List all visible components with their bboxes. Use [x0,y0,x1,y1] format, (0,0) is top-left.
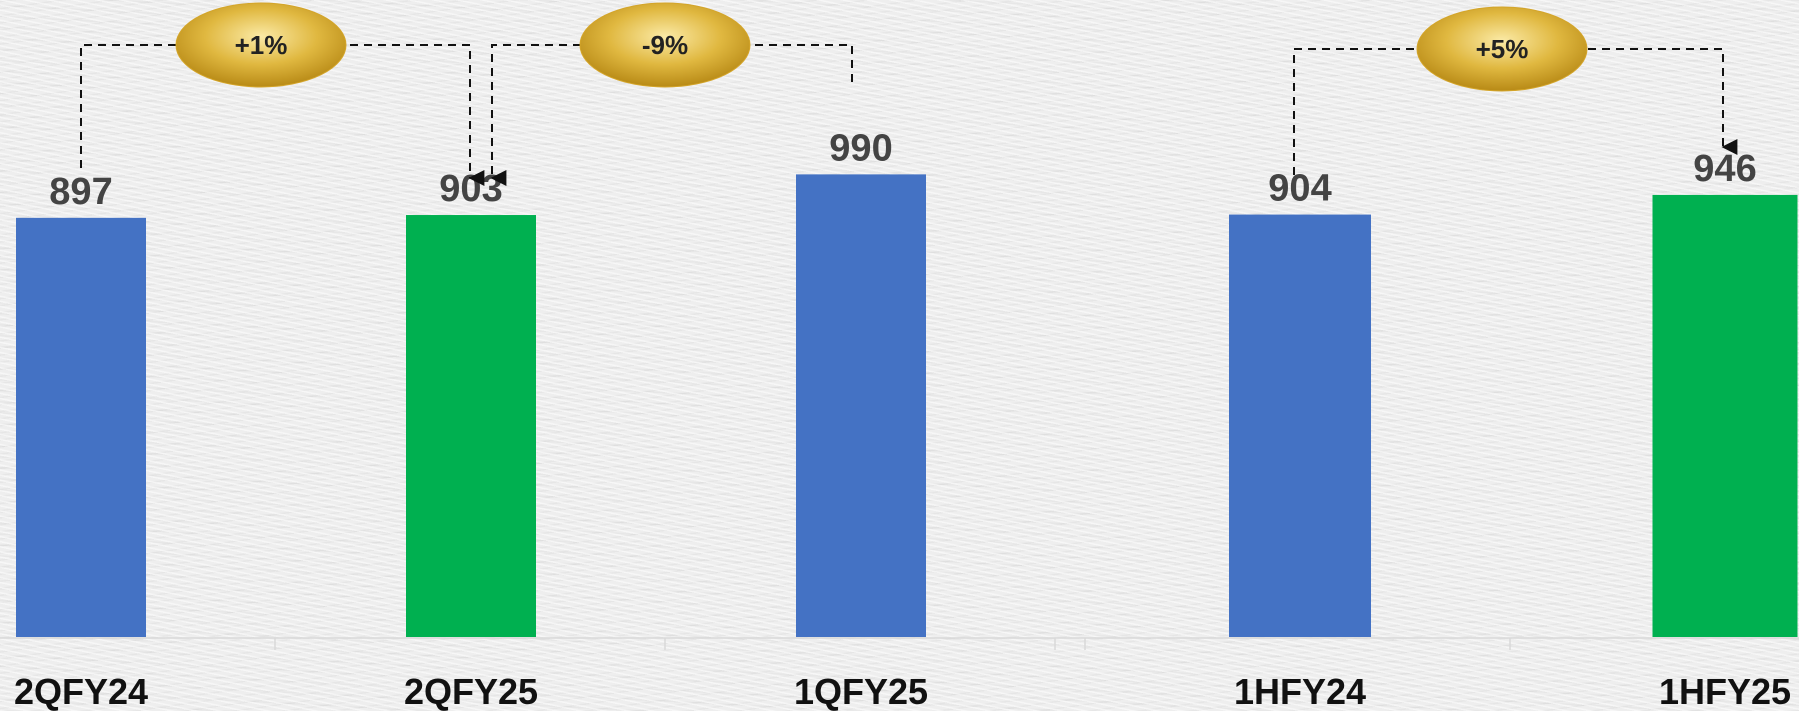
bar-2qfy24 [16,217,146,637]
change-badge [175,2,347,88]
bar-1hfy24 [1229,214,1371,638]
connector-arrow [80,44,485,186]
category-label-1qfy25: 1QFY25 [794,671,928,711]
change-annotation-1hfy24-to-1hfy25: +5% [1293,6,1738,175]
category-label-1hfy24: 1HFY24 [1234,671,1366,711]
change-badge [1416,6,1588,92]
bar-1qfy25 [796,174,926,638]
x-axis-ticks [274,638,1511,650]
category-label-group: 2QFY24 2QFY25 1QFY25 1HFY24 1HFY25 [14,671,1791,711]
change-badge-label: -9% [642,30,688,60]
value-label-2qfy24: 897 [49,171,112,213]
category-label-2qfy24: 2QFY24 [14,671,148,711]
category-label-1hfy25: 1HFY25 [1659,671,1791,711]
change-badge-label: +1% [235,30,288,60]
bar-1hfy25 [1652,194,1798,637]
change-annotation-group: +1% -9% +5% [80,2,1738,186]
change-badge-label: +5% [1476,34,1529,64]
bar-group [16,174,1798,638]
bar-2qfy25 [406,215,536,637]
value-label-1hfy24: 904 [1268,168,1331,210]
change-annotation-1qfy25-to-2qfy25: -9% [490,2,853,186]
change-badge [579,2,751,88]
change-annotation-2qfy24-to-2qfy25: +1% [80,2,485,186]
value-label-1qfy25: 990 [829,127,892,169]
value-label-1hfy25: 946 [1693,148,1756,190]
value-label-2qfy25: 903 [439,168,502,210]
category-label-2qfy25: 2QFY25 [404,671,538,711]
